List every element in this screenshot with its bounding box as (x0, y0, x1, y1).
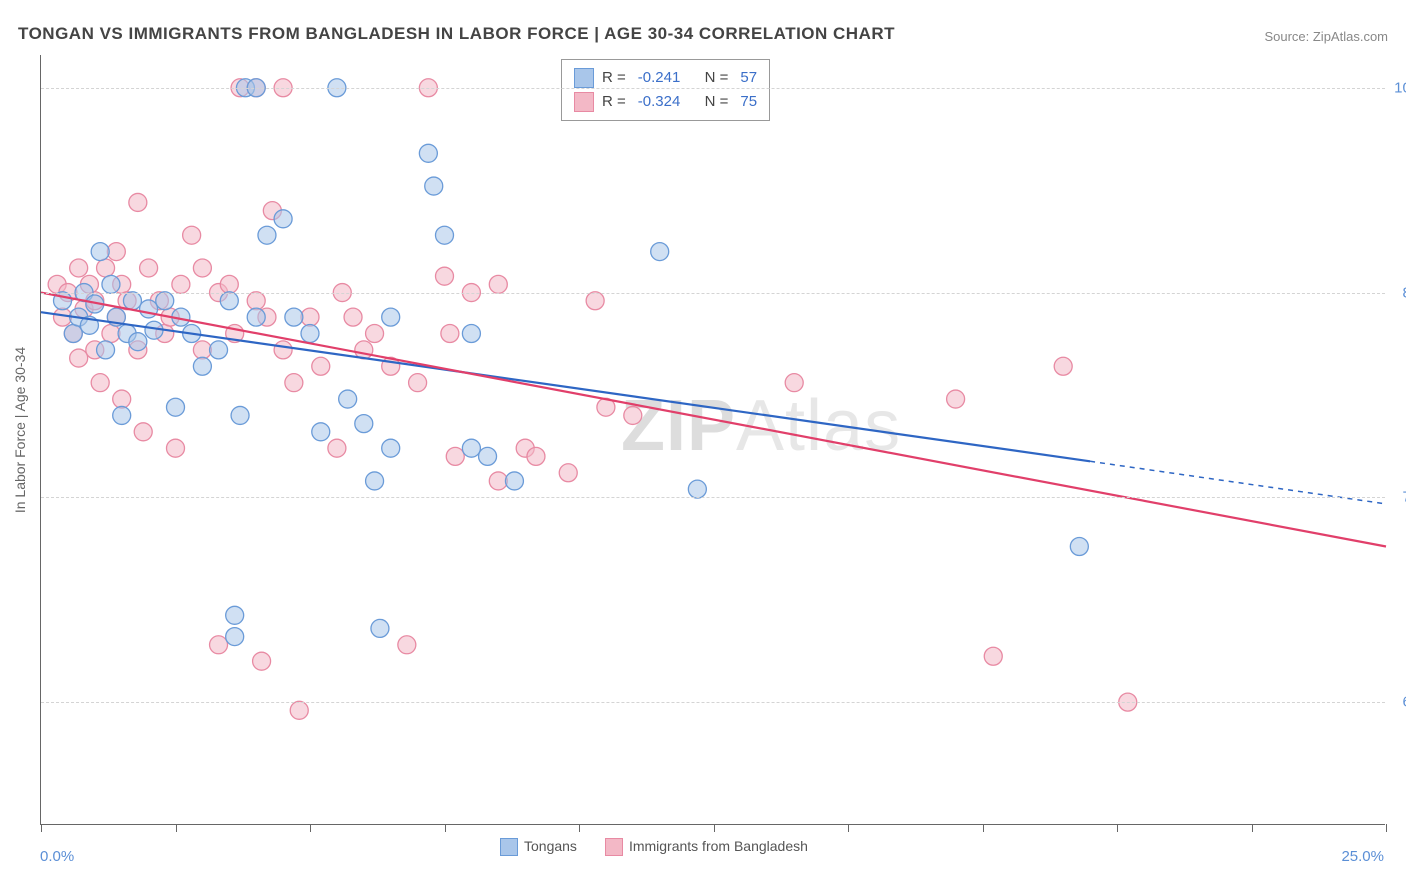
stat-n-label-2: N = (705, 90, 729, 114)
legend-item-2: Immigrants from Bangladesh (605, 838, 808, 856)
plot-area: ZIPAtlas R = -0.241 N = 57 R = -0.324 N … (40, 55, 1385, 825)
stat-r-value-1: -0.241 (638, 66, 681, 90)
stat-n-label: N = (705, 66, 729, 90)
chart-title: TONGAN VS IMMIGRANTS FROM BANGLADESH IN … (18, 24, 895, 44)
y-tick-label: 62.5% (1390, 694, 1406, 711)
y-tick-label: 75.0% (1390, 489, 1406, 506)
legend-swatch-2 (605, 838, 623, 856)
stats-legend: R = -0.241 N = 57 R = -0.324 N = 75 (561, 59, 770, 121)
legend-item-1: Tongans (500, 838, 577, 856)
stat-n-value-1: 57 (740, 66, 757, 90)
scatter-svg (41, 55, 1385, 824)
y-axis-label: In Labor Force | Age 30-34 (12, 347, 28, 513)
legend-swatch-1 (500, 838, 518, 856)
y-tick-label: 100.0% (1390, 79, 1406, 96)
legend-label-1: Tongans (524, 838, 577, 854)
bottom-legend: Tongans Immigrants from Bangladesh (500, 838, 808, 856)
swatch-series-2 (574, 92, 594, 112)
stat-r-label-2: R = (602, 90, 626, 114)
x-max-label: 25.0% (1341, 848, 1384, 865)
stat-r-label: R = (602, 66, 626, 90)
swatch-series-1 (574, 68, 594, 88)
source-label: Source: ZipAtlas.com (1264, 29, 1388, 44)
y-tick-label: 87.5% (1390, 284, 1406, 301)
stats-row-2: R = -0.324 N = 75 (574, 90, 757, 114)
stat-r-value-2: -0.324 (638, 90, 681, 114)
x-min-label: 0.0% (40, 848, 74, 865)
stat-n-value-2: 75 (740, 90, 757, 114)
stats-row-1: R = -0.241 N = 57 (574, 66, 757, 90)
legend-label-2: Immigrants from Bangladesh (629, 838, 808, 854)
